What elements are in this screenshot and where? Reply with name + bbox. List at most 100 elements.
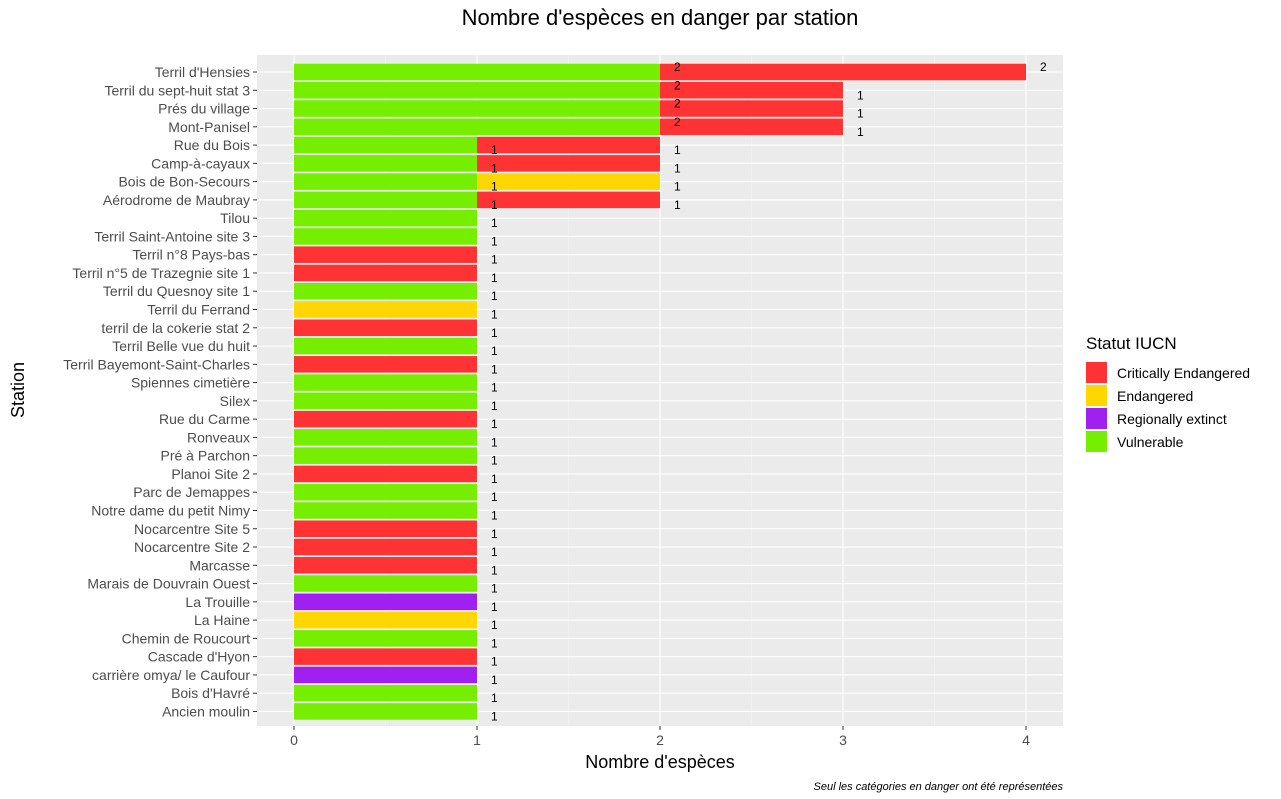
bar-value-label: 1 [491,582,498,596]
bar-segment [294,630,477,647]
bar-segment [294,410,477,428]
x-tick-label: 2 [656,732,664,748]
y-tick-label: Cascade d'Hyon [148,649,250,665]
x-axis-ticks: 0 1 2 3 4 [290,726,1030,748]
y-tick-label: Nocarcentre Site 5 [134,521,250,537]
legend-key [1086,408,1107,429]
bar-segment [294,209,477,227]
data-labels: 2 2 2 1 2 1 2 1 1 1 1 1 1 1 1 1 1 1 1 1 1 1 1 1 1 1 1 1 1 1 1 1 1 1 1 1 1 1 1 1… [491,60,1047,723]
bar-value-label: 1 [491,271,498,285]
y-tick-label: Silex [220,393,250,409]
bar-value-label: 2 [674,78,681,92]
y-tick-label: Terril n°8 Pays-bas [132,247,250,263]
bar-value-label: 1 [491,253,498,267]
bar-value-label: 1 [491,618,498,632]
bar-value-label: 1 [491,435,498,449]
bar-value-label: 1 [491,563,498,577]
bar-segment [294,575,477,592]
bar-segment [294,502,477,519]
bar-segment [294,520,477,537]
bar-value-label: 1 [857,107,864,121]
y-tick-label: Ancien moulin [162,703,250,719]
y-tick-label: terril de la cokerie stat 2 [101,320,250,336]
bar-value-label: 1 [491,234,498,248]
bar-segment [294,191,477,209]
bar-segment [294,648,477,665]
y-tick-label: Tilou [220,210,250,226]
bar-value-label: 1 [491,454,498,468]
bar-value-label: 2 [674,115,681,129]
bar-segment [294,465,477,483]
bar-value-label: 1 [491,362,498,376]
bar-segment [294,429,477,446]
y-tick-label: La Trouille [185,594,250,610]
bar-value-label: 2 [674,97,681,111]
y-tick-label: Parc de Jemappes [133,484,250,500]
x-tick-label: 0 [290,732,298,748]
bar-segment [294,684,477,702]
y-tick-label: Rue du Carme [159,411,250,427]
bars [294,63,1026,720]
bar-value-label: 1 [491,527,498,541]
bar-value-label: 1 [491,417,498,431]
y-tick-label: Pré à Parchon [161,448,251,464]
y-tick-label: Terril Belle vue du huit [112,338,250,354]
bar-segment [294,557,477,574]
y-tick-label: Bois d'Havré [171,685,250,701]
bar-segment [294,337,477,355]
bar-segment [477,155,660,172]
y-tick-label: Prés du village [158,101,250,117]
bar-value-label: 1 [491,180,498,194]
bar-segment [294,118,660,136]
bar-segment [294,173,477,190]
bar-segment [294,228,477,245]
y-tick-label: Camp-à-cayaux [151,155,250,171]
bar-value-label: 1 [491,508,498,522]
bar-segment [477,191,660,209]
y-tick-label: Terril du sept-huit stat 3 [104,82,250,98]
legend-key [1086,362,1107,383]
bar-segment [294,593,477,611]
chart-title: Nombre d'espèces en danger par station [462,5,859,30]
bar-value-label: 1 [491,198,498,212]
bar-segment [294,301,477,318]
bar-value-label: 1 [674,180,681,194]
bar-segment [294,282,477,300]
bar-segment [294,538,477,556]
y-tick-label: La Haine [194,612,250,628]
bar-value-label: 1 [491,490,498,504]
bar-value-label: 2 [1040,60,1047,74]
y-tick-label: Bois de Bon-Secours [118,174,250,190]
y-tick-label: Terril du Ferrand [147,302,250,318]
y-tick-label: Rue du Bois [174,137,250,153]
bar-segment [294,100,660,117]
bar-value-label: 1 [674,161,681,175]
bar-value-label: 1 [491,472,498,486]
bar-value-label: 1 [491,216,498,230]
bar-segment [294,356,477,373]
bar-segment [294,611,477,629]
legend-label: Endangered [1117,388,1193,404]
bar-value-label: 1 [491,691,498,705]
bar-segment [294,264,477,282]
y-tick-label: Marcasse [189,557,250,573]
y-tick-label: Marais de Douvrain Ouest [87,576,250,592]
y-tick-label: Nocarcentre Site 2 [134,539,250,555]
y-axis-ticks: Terril d'Hensies Terril du sept-huit stat… [63,64,257,719]
legend: Statut IUCN Critically Endangered Endange… [1086,334,1250,452]
bar-segment [294,483,477,501]
y-tick-label: Notre dame du petit Nimy [91,502,250,518]
bar-segment [477,173,660,190]
bar-value-label: 1 [857,88,864,102]
y-tick-label: carrière omya/ le Caufour [92,667,250,683]
y-tick-label: Terril du Quesnoy site 1 [103,283,250,299]
bar-value-label: 1 [491,381,498,395]
bar-segment [294,82,660,99]
bar-value-label: 1 [491,289,498,303]
bar-value-label: 1 [491,709,498,723]
bar-value-label: 1 [674,143,681,157]
x-tick-label: 4 [1022,732,1030,748]
legend-label: Vulnerable [1117,434,1184,450]
bar-value-label: 1 [491,673,498,687]
